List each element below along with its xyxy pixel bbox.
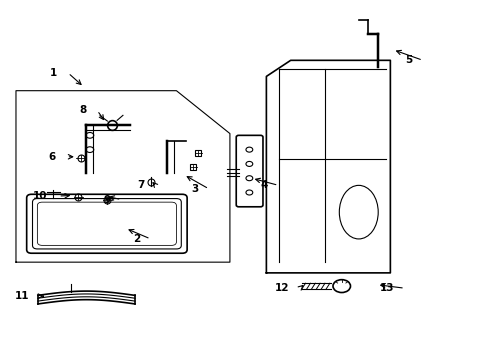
Text: 6: 6 (48, 152, 56, 162)
Text: 4: 4 (260, 180, 267, 190)
Text: 9: 9 (103, 195, 111, 204)
Text: 13: 13 (379, 283, 393, 293)
Text: 5: 5 (404, 55, 411, 65)
Text: 12: 12 (274, 283, 288, 293)
Text: 8: 8 (79, 105, 86, 115)
Text: 7: 7 (137, 180, 144, 190)
Text: 1: 1 (50, 68, 57, 78)
Text: 10: 10 (33, 191, 47, 201)
Text: 2: 2 (132, 234, 140, 244)
Text: 3: 3 (191, 184, 198, 194)
Text: 11: 11 (15, 291, 30, 301)
